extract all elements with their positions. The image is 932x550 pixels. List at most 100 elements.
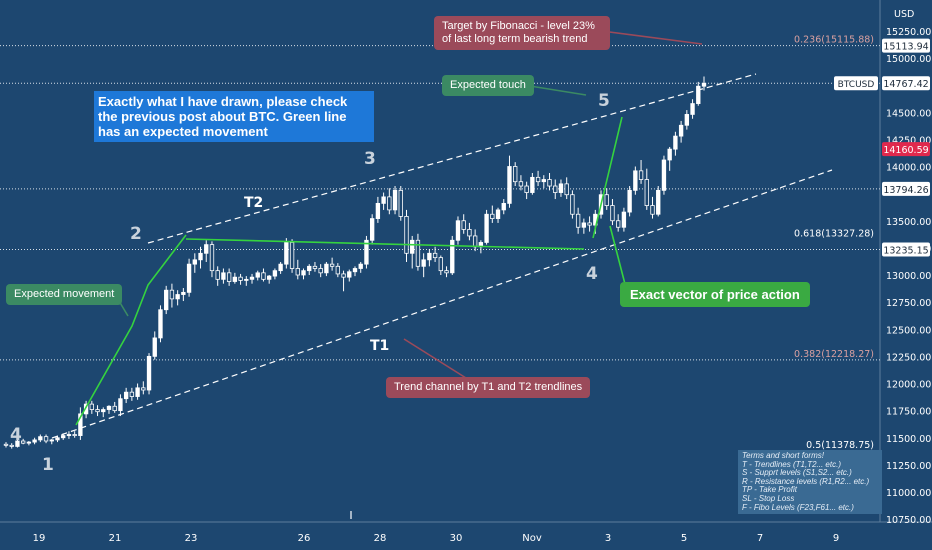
candle-body	[553, 185, 558, 193]
candle-body	[301, 270, 306, 276]
candle-body	[152, 337, 157, 357]
fib-level-label: 0.5(11378.75)	[806, 440, 874, 451]
candle-body	[696, 85, 701, 104]
candle-body	[89, 403, 94, 410]
y-tick-label: 13500.00	[886, 217, 931, 228]
candle-body	[450, 239, 455, 274]
candle-body	[570, 194, 575, 215]
candle-body	[198, 252, 203, 261]
candle-body	[455, 220, 461, 241]
candle-body	[513, 166, 518, 183]
x-tick-label: 30	[450, 533, 463, 544]
candle-body	[501, 202, 506, 211]
candle-body	[335, 265, 341, 275]
candle-body	[690, 103, 695, 115]
trend-channel-pointer	[403, 338, 467, 379]
terms-box: Terms and short forms! T - Trendlines (T…	[738, 450, 882, 515]
terms-line: F - Fibo Levels (F23,F61... etc.)	[742, 502, 854, 512]
candle-body	[432, 252, 438, 259]
candle-body	[392, 189, 398, 211]
candle-body	[146, 355, 152, 391]
candle-body	[312, 265, 318, 269]
y-tick-label: 12500.00	[886, 325, 931, 336]
green-support-line	[185, 238, 585, 250]
candle-body	[518, 181, 524, 187]
candle-body	[112, 405, 117, 412]
candle-body	[616, 220, 621, 228]
y-tick-label: 11000.00	[886, 488, 931, 499]
candle-body	[581, 222, 587, 228]
wave-point-label: 4	[586, 264, 598, 284]
candle-body	[369, 218, 375, 241]
y-tick-label: 12000.00	[886, 380, 931, 391]
candle-body	[656, 189, 661, 215]
candle-body	[484, 213, 489, 243]
candle-body	[667, 148, 672, 161]
currency-label: USD	[894, 9, 914, 20]
green-expected-line	[75, 234, 187, 426]
x-tick-label: 21	[109, 533, 122, 544]
wave-point-label: 5	[598, 91, 610, 111]
candle-body	[289, 242, 295, 269]
candle-body	[118, 398, 123, 412]
candle-body	[387, 196, 392, 211]
price-tag-label: 14160.59	[883, 145, 928, 156]
candle-body	[123, 391, 129, 400]
fib-level-label: 0.382(12218.27)	[794, 349, 874, 360]
target-pointer	[593, 29, 703, 45]
candle-body	[415, 239, 421, 267]
exact-vector-annotation: Exact vector of price action	[620, 282, 810, 307]
candle-body	[587, 222, 592, 226]
x-tick-label: 5	[681, 533, 687, 544]
price-tag	[882, 242, 930, 257]
candle-body	[650, 205, 655, 215]
symbol-tag-label: BTCUSD	[838, 80, 875, 90]
wave-point-label: 3	[364, 149, 376, 169]
y-tick-label: 11500.00	[886, 434, 931, 445]
candle-body	[3, 443, 9, 446]
wave-point-label: 2	[130, 224, 142, 244]
y-tick-label: 15000.00	[886, 54, 931, 65]
candle-body	[221, 272, 226, 280]
candle-body	[244, 278, 249, 281]
candle-body	[15, 440, 20, 447]
candle-body	[209, 244, 215, 272]
candle-body	[66, 434, 72, 436]
t1-trendline	[51, 169, 833, 439]
candle-body	[495, 209, 501, 219]
candle-body	[181, 291, 186, 295]
candle-body	[438, 257, 443, 272]
expected-touch-annotation: Expected touch	[442, 75, 534, 96]
candle-body	[272, 270, 278, 277]
candle-body	[444, 270, 449, 274]
candle-body	[255, 272, 260, 278]
candle-body	[404, 216, 409, 254]
candle-body	[421, 259, 426, 267]
candle-body	[55, 437, 60, 441]
candle-body	[141, 387, 146, 391]
green-vector-line	[609, 225, 627, 289]
x-tick-label: 23	[185, 533, 198, 544]
x-tick-label: 7	[757, 533, 763, 544]
candle-body	[684, 114, 690, 126]
candle-body	[627, 189, 632, 213]
terms-line: T - Trendlines (T1,T2... etc.)	[742, 459, 841, 469]
y-tick-label: 13000.00	[886, 271, 931, 282]
y-tick-label: 14000.00	[886, 163, 931, 174]
candle-body	[249, 276, 255, 280]
candle-body	[158, 309, 163, 339]
candle-body	[701, 82, 707, 87]
candle-body	[32, 439, 37, 443]
price-tag	[882, 76, 930, 91]
terms-line: R - Resistance levels (R1,R2... etc.)	[742, 476, 870, 486]
candle-body	[186, 263, 192, 293]
trendline-label-t2: T2	[244, 195, 263, 211]
candle-body	[490, 213, 495, 219]
symbol-tag	[834, 76, 878, 91]
candle-body	[341, 273, 346, 278]
terms-line: TP - Take Profit	[742, 485, 797, 495]
candle-body	[175, 294, 180, 300]
candle-body	[20, 440, 26, 444]
